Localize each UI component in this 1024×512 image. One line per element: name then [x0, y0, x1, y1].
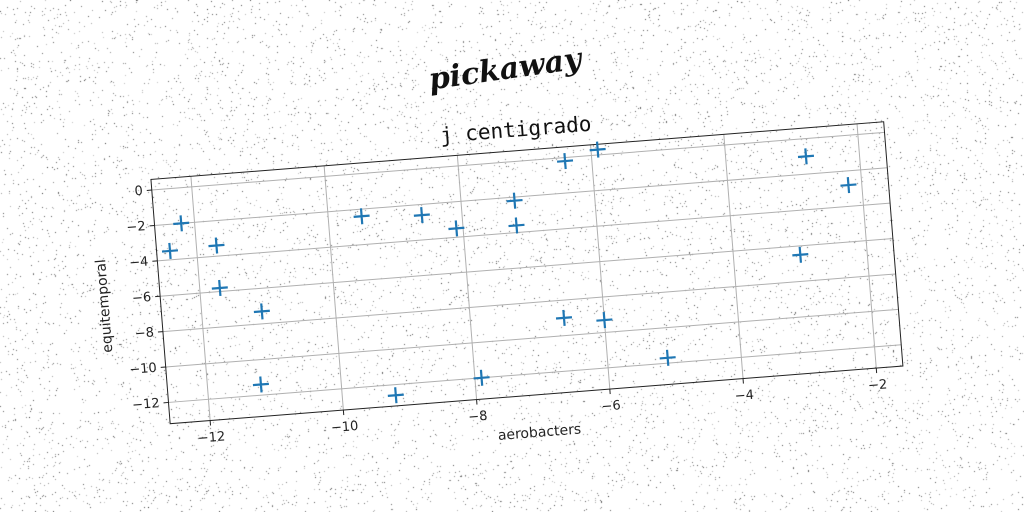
y-tick-label: −2: [126, 219, 146, 235]
scatter-point: [413, 207, 430, 224]
scatter-point: [506, 192, 523, 209]
scatter-point: [208, 237, 225, 254]
scatter-point: [353, 208, 370, 225]
y-grid-line: [157, 202, 891, 262]
plot-area-frame: [150, 121, 904, 425]
x-tick-label: −12: [197, 429, 226, 446]
y-tick-label: −10: [129, 361, 158, 378]
y-grid-line: [154, 167, 888, 226]
x-tick-label: −4: [734, 388, 754, 404]
x-grid-line: [323, 165, 344, 411]
chart-rotated-group: j centigrado −12−10−8−6−4−20−2−4−6−8−10−…: [93, 112, 904, 447]
scatter-point: [387, 387, 404, 404]
data-points: [161, 141, 857, 404]
y-grid-line: [160, 238, 893, 297]
grid-lines: [151, 123, 902, 421]
x-grid-line: [590, 144, 611, 390]
x-tick-label: −10: [330, 419, 359, 436]
scatter-point: [797, 148, 815, 165]
x-grid-line: [856, 123, 877, 369]
y-tick-label: −4: [129, 255, 149, 271]
scatter-point: [161, 242, 179, 260]
y-grid-line: [165, 308, 899, 368]
scatter-point: [589, 141, 606, 158]
scatter-point: [792, 246, 809, 263]
y-axis-label: equitemporal: [93, 259, 116, 354]
scatter-point: [596, 311, 613, 329]
scatter-point: [659, 349, 676, 366]
scatter-point: [840, 177, 857, 194]
scatter-point: [448, 220, 465, 237]
y-tick-label: −12: [132, 396, 161, 413]
scatter-point: [555, 309, 573, 326]
y-tick-label: −6: [132, 290, 152, 306]
y-tick-label: −8: [134, 325, 154, 341]
x-axis-label: aerobacters: [497, 421, 582, 444]
axis-ticks: −12 −10 −8 −6 −4 −2 0 −2 −4 −6 −8 −10 −12: [126, 184, 888, 447]
scatter-point: [173, 215, 190, 232]
scatter-point: [252, 376, 269, 393]
scatter-point: [473, 369, 490, 386]
chart-title: j centigrado: [439, 112, 592, 148]
x-grid-line: [190, 176, 211, 421]
scatter-point: [253, 303, 270, 320]
x-tick-label: −2: [867, 377, 887, 393]
y-grid-line: [162, 273, 896, 333]
y-tick-label: 0: [134, 184, 143, 200]
x-tick-label: −6: [601, 398, 621, 414]
y-grid-line: [151, 131, 885, 191]
scatter-point: [508, 217, 525, 234]
x-tick-label: −8: [468, 409, 488, 425]
x-grid-line: [456, 155, 478, 400]
scatter-point: [556, 153, 574, 170]
y-grid-line: [168, 344, 902, 403]
x-grid-line: [723, 134, 744, 379]
scatter-point: [211, 279, 228, 297]
